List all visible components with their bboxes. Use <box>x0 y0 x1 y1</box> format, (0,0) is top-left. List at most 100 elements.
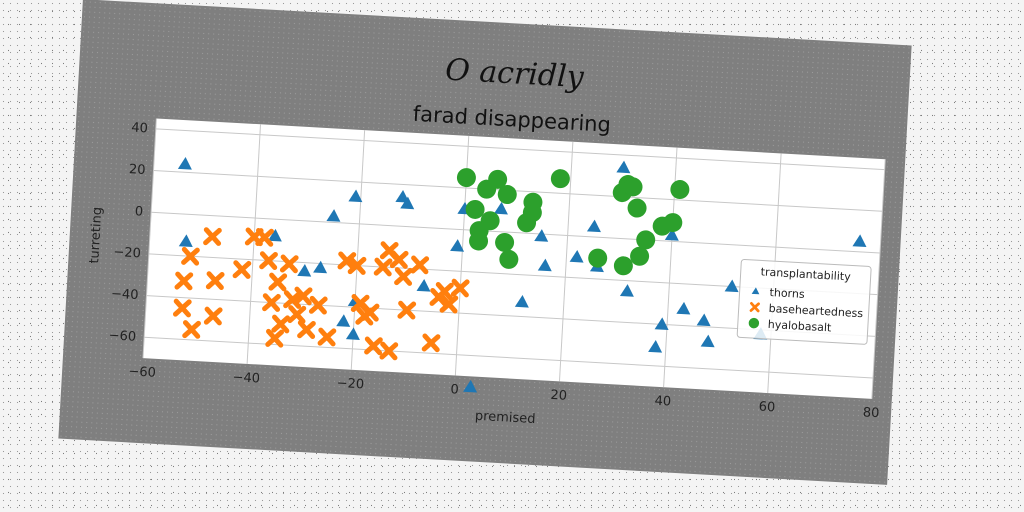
thorns-point <box>696 313 711 327</box>
thorns-point <box>852 234 867 248</box>
baseheartedness-point <box>308 295 328 315</box>
baseheartedness-point <box>255 228 274 247</box>
baseheartedness-point <box>347 256 367 275</box>
scatter-chart: O acridly farad disappearing −60 −40 −20 0 2… <box>87 53 886 427</box>
thorns-point <box>345 327 360 340</box>
y-grid-line <box>155 128 885 171</box>
thorns-point <box>313 260 328 274</box>
baseheartedness-point <box>172 298 192 318</box>
baseheartedness-point <box>203 306 223 326</box>
baseheartedness-point <box>259 251 278 270</box>
x-tick-label: 60 <box>758 400 775 416</box>
thorns-point <box>400 196 415 210</box>
legend-label-hyalobasalt: hyalobasalt <box>767 318 832 335</box>
thorns-point <box>395 190 410 203</box>
legend-box <box>736 259 872 345</box>
baseheartedness-point <box>205 271 225 290</box>
hyalobasalt-point <box>480 211 500 231</box>
y-tick-label: 20 <box>129 162 146 178</box>
thorns-point <box>267 228 282 242</box>
y-grid-line <box>153 170 883 212</box>
thorns-point <box>586 219 601 233</box>
thorns-point <box>664 228 679 241</box>
y-tick-label: −60 <box>108 328 136 345</box>
baseheartedness-point <box>421 333 441 353</box>
legend-marker-hyalobasalt <box>748 317 760 329</box>
baseheartedness-point <box>287 305 307 324</box>
y-tick-label: 0 <box>134 204 143 219</box>
baseheartedness-point <box>174 271 194 291</box>
baseheartedness-point <box>182 320 201 339</box>
thorns-point <box>619 284 634 297</box>
x-grid-line <box>871 159 886 399</box>
hyalobasalt-point <box>497 185 517 205</box>
thorns-point <box>450 239 465 252</box>
x-tick-label: −60 <box>128 364 156 381</box>
thorns-point <box>537 258 552 272</box>
hyalobasalt-point <box>550 169 570 189</box>
hyalobasalt-point <box>636 230 656 250</box>
data-points <box>172 156 867 393</box>
thorns-point <box>416 279 431 292</box>
thorns-point <box>676 301 691 315</box>
hyalobasalt-point <box>670 180 690 200</box>
baseheartedness-point <box>389 250 409 269</box>
baseheartedness-point <box>435 281 454 301</box>
legend-label-baseheartedness: baseheartedness <box>768 302 863 320</box>
baseheartedness-point <box>262 293 281 312</box>
y-axis-label: turreting <box>87 207 105 264</box>
hyalobasalt-point <box>627 198 647 218</box>
legend-label-thorns: thorns <box>769 286 805 301</box>
baseheartedness-point <box>297 320 316 339</box>
baseheartedness-point <box>181 246 200 266</box>
baseheartedness-point <box>279 254 299 274</box>
x-tick-label: −20 <box>336 376 364 393</box>
y-tick-label: −20 <box>113 245 141 262</box>
thorns-point <box>700 334 715 348</box>
x-axis-label: premised <box>475 409 536 427</box>
x-tick-label: 0 <box>450 382 459 397</box>
chart-suptitle: O acridly <box>444 53 585 96</box>
thorns-point <box>297 263 312 277</box>
thorns-point <box>724 279 739 293</box>
legend-marker-baseheartedness <box>749 302 760 313</box>
baseheartedness-point <box>232 260 252 279</box>
y-tick-labels: −60 −40 −20 0 20 40 <box>108 121 148 345</box>
hyalobasalt-point <box>499 249 519 269</box>
baseheartedness-point <box>373 257 393 277</box>
hyalobasalt-point <box>630 246 650 266</box>
y-tick-label: 40 <box>131 121 148 137</box>
baseheartedness-point <box>268 272 288 292</box>
baseheartedness-point <box>203 227 222 246</box>
thorns-point <box>177 156 192 170</box>
x-grid-line <box>558 141 574 382</box>
baseheartedness-point <box>450 278 470 298</box>
hyalobasalt-point <box>456 168 476 188</box>
hyalobasalt-point <box>522 203 542 223</box>
thorns-point <box>534 229 549 242</box>
y-tick-label: −40 <box>111 287 139 304</box>
thorns-point <box>463 379 478 393</box>
figure: O acridly farad disappearing −60 −40 −20 0 2… <box>58 0 912 485</box>
y-grid-line <box>151 211 881 254</box>
baseheartedness-point <box>293 286 313 306</box>
chart-title: farad disappearing <box>412 102 611 137</box>
legend-marker-thorns <box>751 287 760 295</box>
thorns-point <box>336 314 351 327</box>
hyalobasalt-point <box>495 232 515 252</box>
baseheartedness-point <box>360 302 380 322</box>
baseheartedness-point <box>379 341 399 361</box>
x-grid-line <box>246 124 262 364</box>
x-grid-line <box>142 118 157 359</box>
baseheartedness-point <box>397 300 417 320</box>
x-tick-labels: −60 −40 −20 0 20 40 60 80 <box>128 364 880 421</box>
hyalobasalt-point <box>465 199 485 219</box>
hyalobasalt-point <box>469 231 489 251</box>
baseheartedness-point <box>410 255 430 275</box>
thorns-point <box>326 209 341 222</box>
thorns-point <box>178 234 193 247</box>
hyalobasalt-point <box>613 256 633 276</box>
thorns-point <box>569 249 584 263</box>
legend-title: transplantability <box>760 265 851 283</box>
hyalobasalt-point <box>623 177 643 197</box>
